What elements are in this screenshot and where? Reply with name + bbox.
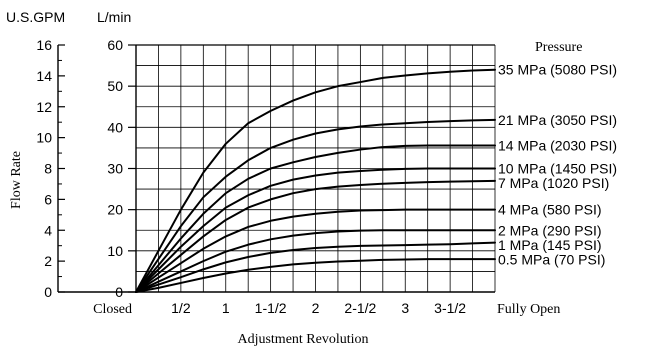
y-tick-label-lmin: 40 [107,119,123,135]
series-line [135,144,496,293]
y-tick-label-lmin: 60 [107,37,123,53]
series-line [135,229,496,293]
series-line [135,118,496,293]
y-tick-label-lmin: 50 [107,78,123,94]
x-tick-label: Fully Open [497,302,560,317]
y-tick-label-gpm: 8 [44,161,52,177]
y-axis-title: Flow Rate [9,151,24,209]
series-label: 10 MPa (1450 PSI) [498,161,617,177]
y-tick-label-gpm: 10 [36,130,52,146]
y-tick-label-lmin: 10 [107,243,123,259]
series-line [135,241,496,293]
series-label: 21 MPa (3050 PSI) [498,112,617,128]
series-line [135,68,496,293]
series-label: 14 MPa (2030 PSI) [498,137,617,153]
x-tick-label: 3-1/2 [434,300,466,316]
series-label: 2 MPa (290 PSI) [498,222,602,238]
y-tick-label-gpm: 0 [44,284,52,300]
x-tick-label: 1-1/2 [255,300,287,316]
series-line [135,208,496,293]
series-line [135,258,496,293]
x-tick-label: 2-1/2 [344,300,376,316]
y-tick-label-lmin: 0 [115,284,123,300]
chart-axes [57,44,495,293]
x-tick-label: 1 [222,300,230,316]
y-tick-label-gpm: 6 [44,191,52,207]
x-axis-title: Adjustment Revolution [237,332,368,347]
y-unit-left-label: U.S.GPM [6,9,65,25]
y-tick-label-gpm: 2 [44,253,52,269]
y-tick-label-gpm: 14 [36,68,52,84]
series-label: 4 MPa (580 PSI) [498,202,602,218]
legend-title: Pressure [535,40,582,55]
x-tick-label: 2 [312,300,320,316]
x-tick-label: 1/2 [171,300,191,316]
series-label: 7 MPa (1020 PSI) [498,175,609,191]
y-tick-label-lmin: 30 [107,161,123,177]
series-label: 35 MPa (5080 PSI) [498,62,617,78]
y-tick-label-lmin: 20 [107,202,123,218]
x-tick-label: 3 [401,300,409,316]
y-tick-label-gpm: 12 [36,99,52,115]
y-unit-right-label: L/min [97,9,131,25]
series-line [135,179,496,293]
series-line [135,167,496,293]
y-tick-label-gpm: 16 [36,37,52,53]
series-label: 1 MPa (145 PSI) [498,237,602,253]
y-tick-label-gpm: 4 [44,222,52,238]
chart-series [135,68,496,293]
x-tick-label: Closed [93,302,132,317]
chart-labels: U.S.GPM L/min Flow Rate Adjustment Revol… [6,9,617,347]
series-label: 0.5 MPa (70 PSI) [498,251,605,267]
